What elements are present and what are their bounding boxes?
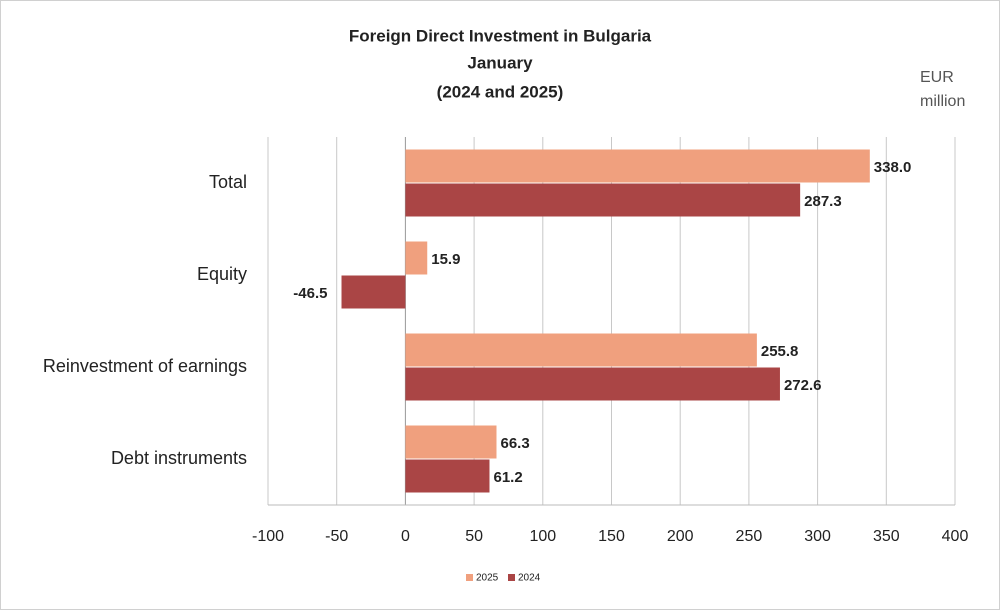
x-tick-label: 300: [804, 528, 831, 545]
bar: [405, 183, 801, 217]
x-tick-label: 50: [465, 528, 483, 545]
y-tick-label: Total: [209, 172, 247, 192]
unit-label: EUR million: [920, 69, 966, 110]
x-tick-label: 250: [736, 528, 763, 545]
x-tick-label: 400: [942, 528, 969, 545]
data-label: 338.0: [874, 159, 912, 176]
chart-period: (2024 and 2025): [437, 82, 564, 101]
data-label: 287.3: [804, 193, 842, 210]
data-label: 255.8: [761, 343, 799, 360]
bar: [405, 459, 490, 493]
legend-swatch: [508, 574, 515, 581]
legend-swatch: [466, 574, 473, 581]
data-label: 66.3: [500, 435, 529, 452]
legend-label: 2024: [518, 573, 541, 584]
x-tick-label: 150: [598, 528, 625, 545]
x-tick-label: 200: [667, 528, 694, 545]
x-tick-label: 0: [401, 528, 410, 545]
data-label: 61.2: [493, 469, 522, 486]
bar: [341, 275, 406, 309]
bar: [405, 425, 497, 459]
bar: [405, 241, 428, 275]
y-tick-label: Reinvestment of earnings: [43, 356, 247, 376]
y-tick-label: Debt instruments: [111, 448, 247, 468]
x-tick-label: 350: [873, 528, 900, 545]
x-tick-label: 100: [529, 528, 556, 545]
bar: [405, 367, 780, 401]
bar: [405, 149, 870, 183]
data-label: -46.5: [293, 285, 327, 302]
bar: [405, 333, 757, 367]
chart-title: Foreign Direct Investment in Bulgaria: [349, 26, 652, 45]
x-tick-label: -50: [325, 528, 348, 545]
data-label: 15.9: [431, 251, 460, 268]
chart-subtitle: January: [467, 53, 533, 72]
x-tick-label: -100: [252, 528, 284, 545]
y-tick-label: Equity: [197, 264, 247, 284]
data-label: 272.6: [784, 377, 822, 394]
legend-label: 2025: [476, 573, 499, 584]
